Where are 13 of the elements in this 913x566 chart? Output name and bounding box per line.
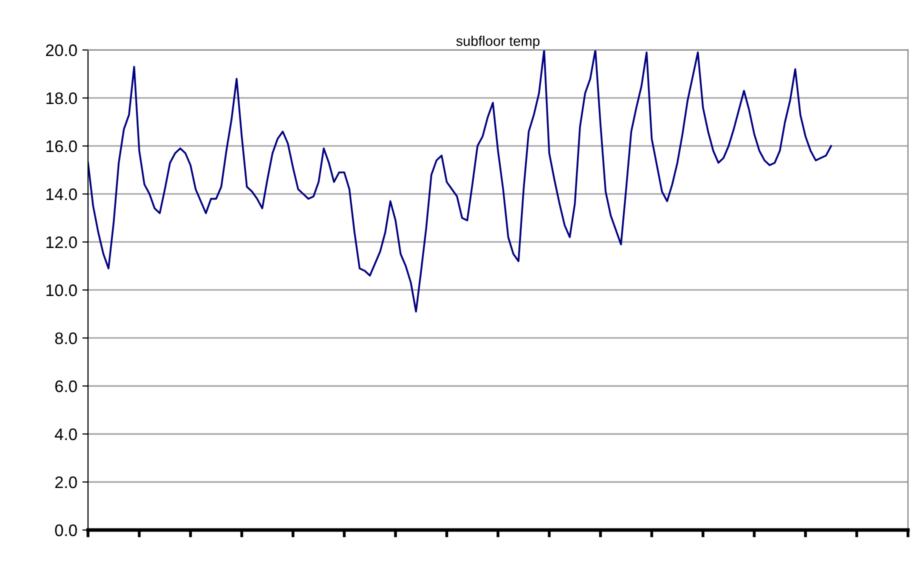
y-tick-label: 8.0 <box>55 332 77 344</box>
chart-title: subfloor temp <box>456 36 540 49</box>
y-tick-label: 14.0 <box>46 188 77 200</box>
line-series <box>88 50 832 312</box>
y-tick-label: 20.0 <box>46 44 77 56</box>
y-tick-label: 12.0 <box>46 236 77 248</box>
y-tick-label: 2.0 <box>55 476 77 488</box>
y-tick-label: 6.0 <box>55 380 77 392</box>
y-tick-label: 16.0 <box>46 140 77 152</box>
y-tick-label: 4.0 <box>54 428 77 440</box>
y-tick-label: 18.0 <box>46 92 77 104</box>
y-tick-label: 10.0 <box>46 284 77 296</box>
y-tick-label: 0.0 <box>55 524 77 536</box>
